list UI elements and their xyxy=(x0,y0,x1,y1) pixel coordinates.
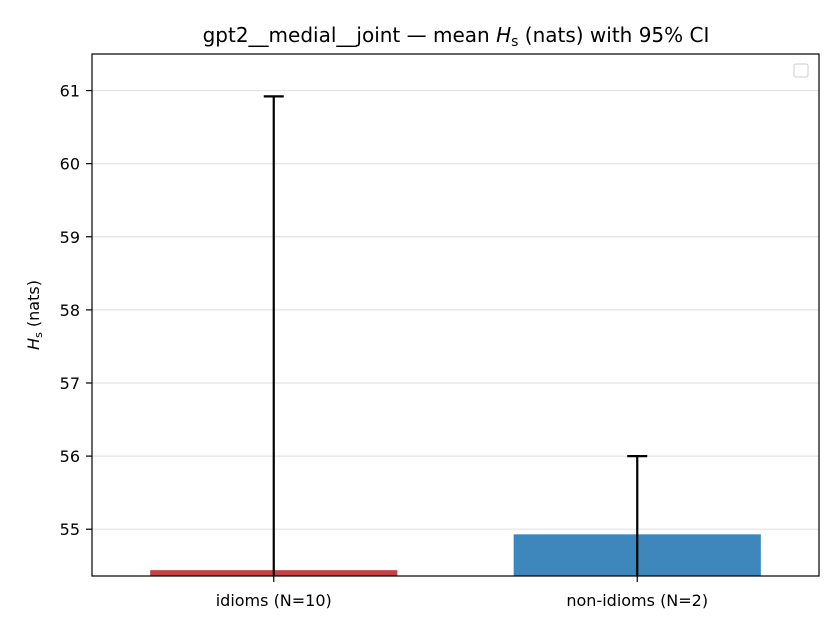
ylabel-suffix: (nats) xyxy=(24,280,43,332)
x-tick-label: idioms (N=10) xyxy=(216,591,332,610)
plot-frame xyxy=(91,53,820,577)
error-bars xyxy=(263,95,648,576)
legend-box xyxy=(793,63,809,78)
title-subscript: s xyxy=(511,34,518,50)
title-suffix: (nats) with 95% CI xyxy=(518,23,709,47)
y-tick-label: 61 xyxy=(60,82,80,101)
y-tick-label: 58 xyxy=(60,301,80,320)
y-axis: 55 56 57 58 59 60 61 xyxy=(60,82,92,539)
y-tick-label: 59 xyxy=(60,228,80,247)
title-prefix: gpt2__medial__joint — mean xyxy=(203,23,496,47)
y-tick-label: 55 xyxy=(60,520,80,539)
ylabel-symbol: H xyxy=(24,338,43,350)
y-tick-label: 60 xyxy=(60,155,80,174)
x-tick-label: non-idioms (N=2) xyxy=(566,591,708,610)
chart-title: gpt2__medial__joint — mean Hs (nats) wit… xyxy=(203,23,710,50)
ylabel-subscript: s xyxy=(32,332,45,338)
title-symbol: H xyxy=(496,23,511,47)
y-axis-label: Hs (nats) xyxy=(24,280,45,350)
y-tick-label: 57 xyxy=(60,374,80,393)
x-axis: idioms (N=10) non-idioms (N=2) xyxy=(216,576,708,610)
grid-lines xyxy=(92,89,819,530)
y-tick-label: 56 xyxy=(60,447,80,466)
